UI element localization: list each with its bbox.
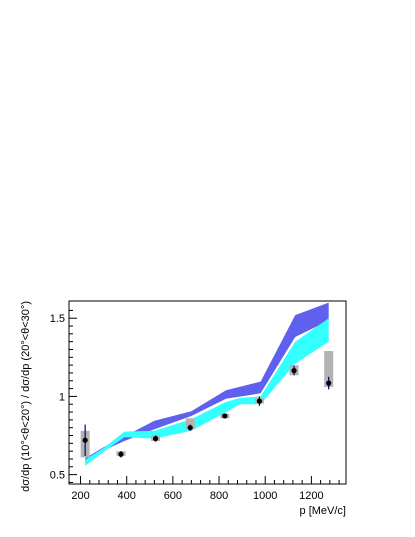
data-point-4 [187,425,193,431]
x-tick-label: 400 [118,490,136,502]
y-tick-label: 0.5 [50,470,65,482]
data-point-6 [256,398,263,404]
syst-box-8 [324,351,334,388]
data-point-8 [326,380,332,386]
x-tick-label: 600 [164,490,182,502]
data-points [80,351,334,458]
data-point-5 [222,413,228,419]
x-tick-label: 1000 [253,490,277,502]
plot-frame [68,300,347,485]
y-axis: 0.5 1 1.5 [50,309,77,483]
x-axis-title: p [MeV/c] [300,505,346,517]
y-tick-label: 1 [59,391,65,403]
y-tick-label: 1.5 [50,313,65,325]
data-point-3 [152,436,159,442]
x-tick-label: 800 [210,490,228,502]
data-point-1 [82,437,88,443]
syst-box-4 [185,418,195,430]
data-point-7 [291,368,297,374]
x-tick-label: 200 [71,490,89,502]
model-bands [85,302,329,466]
x-axis: 200 400 600 800 1000 1200 [71,476,340,502]
data-point-2 [118,451,124,457]
x-tick-label: 1200 [299,490,323,502]
y-axis-title: dσ/dp (10°<θ<20°) / dσ/dp (20°<θ<30°) [20,301,32,492]
